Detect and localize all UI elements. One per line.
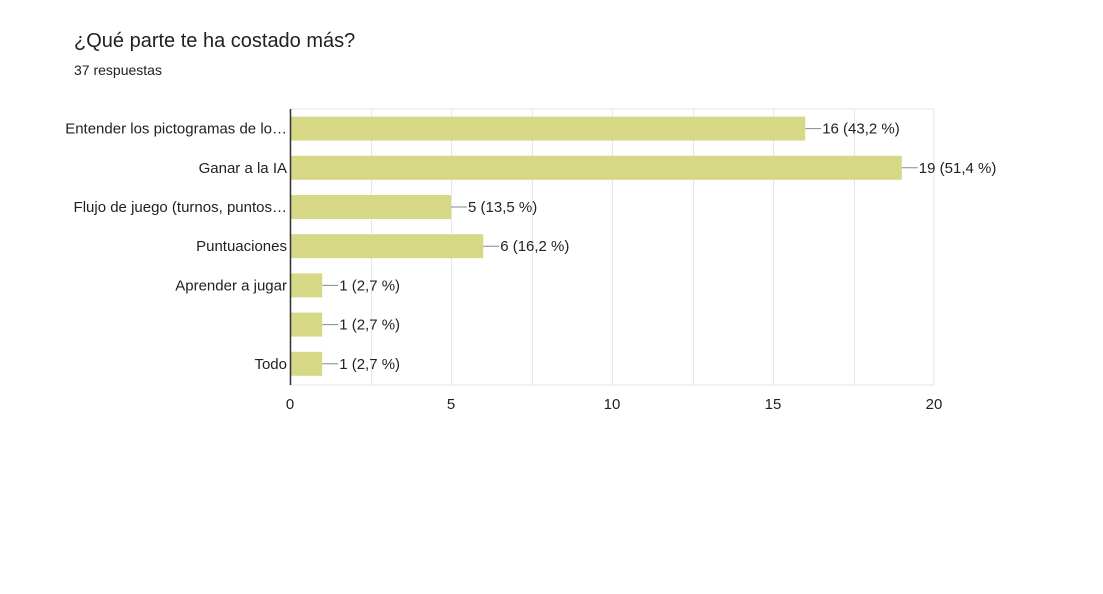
bar xyxy=(290,195,451,219)
data-label: 5 (13,5 %) xyxy=(468,199,537,216)
data-label: 1 (2,7 %) xyxy=(339,277,400,294)
category-label: Puntuaciones xyxy=(196,238,287,255)
category-label: Ganar a la IA xyxy=(199,160,287,177)
x-tick-label: 20 xyxy=(926,396,943,413)
data-label: 16 (43,2 %) xyxy=(822,121,900,138)
x-tick-label: 10 xyxy=(604,396,621,413)
data-label: 6 (16,2 %) xyxy=(500,238,569,255)
bar xyxy=(290,116,806,141)
category-label: Flujo de juego (turnos, puntos… xyxy=(74,199,287,216)
question-title: ¿Qué parte te ha costado más? xyxy=(74,30,356,52)
x-tick-label: 0 xyxy=(286,396,294,413)
category-label: Aprender a jugar xyxy=(175,277,287,294)
bar xyxy=(290,234,484,259)
bar xyxy=(290,351,323,376)
response-count: 37 respuestas xyxy=(74,62,162,78)
data-label: 1 (2,7 %) xyxy=(339,356,400,373)
data-label: 1 (2,7 %) xyxy=(339,317,400,334)
x-tick-label: 5 xyxy=(447,396,455,413)
bar xyxy=(290,273,323,298)
data-label: 19 (51,4 %) xyxy=(919,160,997,177)
category-label: Todo xyxy=(254,356,287,373)
category-label: Entender los pictogramas de lo… xyxy=(65,121,287,138)
bar xyxy=(290,312,323,337)
x-tick-label: 15 xyxy=(765,396,782,413)
bar xyxy=(290,155,902,180)
